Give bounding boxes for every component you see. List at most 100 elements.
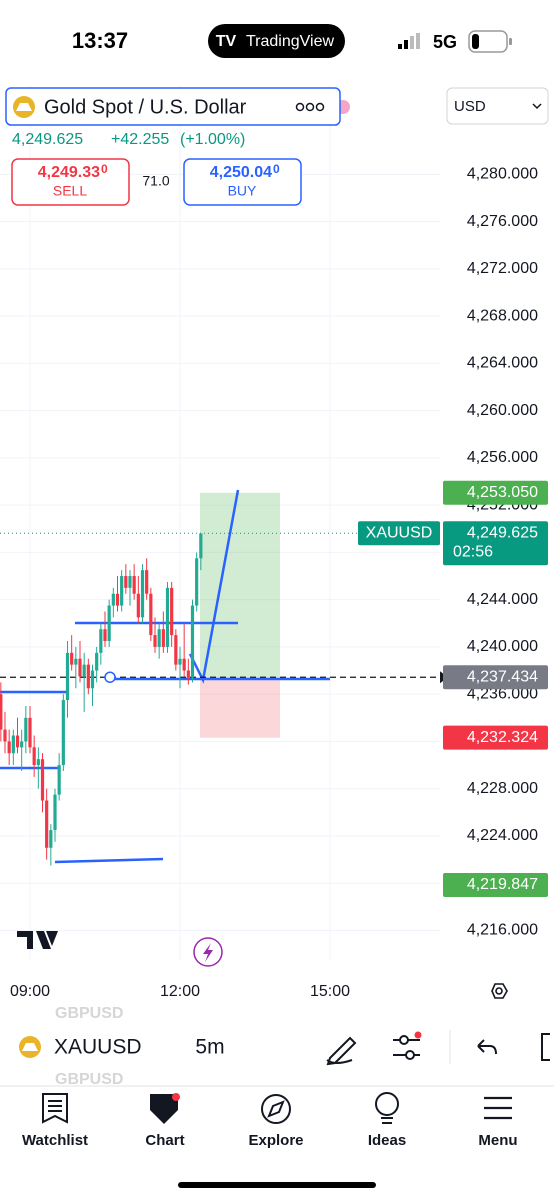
more-tools[interactable] — [541, 1033, 550, 1061]
y-tick-label: 4,224.000 — [467, 827, 538, 844]
y-tick-label: 4,280.000 — [467, 166, 538, 183]
y-tick-label: 4,236.000 — [467, 685, 538, 702]
y-tick-label: 4,240.000 — [467, 638, 538, 655]
watchlist-icon — [42, 1093, 68, 1124]
y-tick-label: 4,260.000 — [467, 402, 538, 419]
buy-price: 4,250.04 — [210, 164, 272, 181]
candle-body — [136, 593, 140, 618]
candle-body — [86, 664, 90, 689]
candle-body — [3, 729, 7, 742]
candle-body — [149, 593, 153, 636]
candle-body — [32, 747, 36, 766]
signal-bar — [398, 44, 402, 49]
battery-level — [472, 34, 479, 49]
stop-tag — [443, 725, 548, 750]
candle-body — [186, 670, 190, 678]
candle-body — [82, 664, 86, 677]
y-tick-label: 4,228.000 — [467, 780, 538, 797]
last-price: 4,249.625 — [12, 131, 83, 148]
candle-body — [20, 741, 24, 748]
more-dot[interactable] — [295, 102, 305, 112]
candle-body — [65, 652, 70, 701]
tab-label[interactable]: Ideas — [368, 1132, 406, 1149]
app-name: TradingView — [246, 33, 334, 50]
alert-tag — [443, 873, 548, 898]
candle-body — [153, 635, 157, 647]
gold-bar-icon — [22, 1043, 38, 1051]
candle-body — [61, 700, 65, 766]
candle-body — [78, 658, 82, 677]
candle-body — [95, 652, 99, 671]
candle-body — [165, 587, 170, 647]
candle-body — [103, 629, 107, 642]
candle-body — [132, 576, 136, 594]
explore-icon — [261, 1094, 291, 1124]
candle-body — [140, 570, 145, 618]
candle-body — [161, 629, 165, 647]
candle-body — [0, 694, 3, 730]
drawing-tool[interactable] — [326, 1036, 357, 1066]
tab-label[interactable]: Chart — [145, 1132, 184, 1149]
stop-tag-label: 4,232.324 — [467, 729, 538, 746]
candle-body — [190, 605, 195, 678]
candle-body — [145, 570, 149, 594]
bulb-base — [381, 1117, 393, 1124]
candle-body — [111, 593, 115, 606]
toolbar-symbol[interactable]: XAUUSD — [54, 1036, 142, 1059]
settings-button[interactable] — [491, 983, 508, 999]
ghost-symbol: GBPUSD — [55, 1005, 123, 1022]
symbol-search[interactable] — [5, 87, 341, 126]
indicators-knob — [405, 1050, 415, 1060]
position-loss-zone — [200, 677, 280, 738]
candle-body — [53, 794, 57, 831]
y-tick-label: 4,256.000 — [467, 449, 538, 466]
sell-button[interactable] — [11, 158, 130, 206]
notification-dot — [172, 1093, 180, 1101]
candle-body — [7, 741, 11, 754]
candle-body — [15, 735, 20, 748]
ghost-symbol: GBPUSD — [55, 1071, 123, 1088]
buy-button[interactable] — [183, 158, 302, 206]
candle-body — [115, 593, 120, 606]
dropdown-arrow — [532, 103, 542, 110]
countdown: 02:56 — [453, 543, 493, 560]
price-change-percent: (+1.00%) — [180, 131, 245, 148]
network: 5G — [433, 32, 457, 52]
menu-icon — [484, 1096, 512, 1120]
undo-button[interactable] — [477, 1039, 497, 1055]
chart-area: 4,216.0004,220.0004,224.0004,228.0004,23… — [0, 85, 548, 1000]
more-dot[interactable] — [315, 102, 325, 112]
tab-label[interactable]: Menu — [478, 1132, 517, 1149]
y-tick-label: 4,244.000 — [467, 591, 538, 608]
x-tick-label: 09:00 — [10, 983, 50, 1000]
toolbar-interval[interactable]: 5m — [195, 1036, 224, 1059]
buy-price-pip: 0 — [273, 162, 280, 176]
y-tick-label: 4,272.000 — [467, 260, 538, 277]
candle-body — [57, 765, 61, 795]
candle-body — [40, 759, 45, 801]
app-logo: TV — [216, 33, 237, 50]
buy-label: BUY — [228, 183, 257, 199]
candle-body — [107, 605, 111, 642]
battery-tip — [509, 38, 512, 45]
candle-body — [74, 658, 78, 665]
more-dot[interactable] — [305, 102, 315, 112]
candle-body — [11, 735, 15, 754]
candle-body — [199, 533, 203, 559]
candle-body — [120, 576, 124, 606]
candle-body — [157, 629, 161, 647]
candle-body — [90, 670, 95, 689]
trend-line — [54, 857, 164, 864]
signal-bar — [410, 36, 414, 49]
candle-body — [174, 635, 178, 665]
tab-label[interactable]: Explore — [248, 1132, 303, 1149]
candle-body — [28, 717, 32, 748]
tab-label[interactable]: Watchlist — [22, 1132, 88, 1149]
candle-body — [178, 658, 182, 665]
target-tag-label: 4,253.050 — [467, 484, 538, 501]
current-price-tag-label: 4,249.625 — [467, 524, 538, 541]
clock: 13:37 — [72, 28, 128, 53]
target-tag — [443, 480, 548, 505]
currency-select[interactable] — [446, 87, 549, 125]
